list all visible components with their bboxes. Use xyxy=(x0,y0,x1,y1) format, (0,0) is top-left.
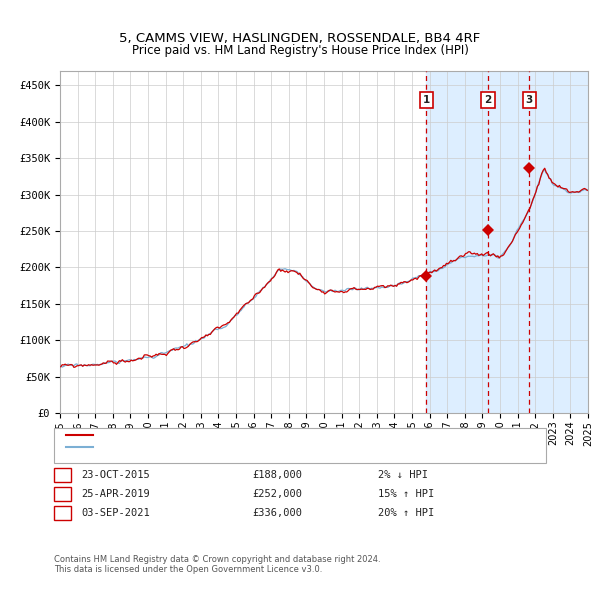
Text: 03-SEP-2021: 03-SEP-2021 xyxy=(81,508,150,517)
Text: HPI: Average price, detached house, Rossendale: HPI: Average price, detached house, Ross… xyxy=(96,442,332,452)
Text: 3: 3 xyxy=(526,95,533,105)
Text: £252,000: £252,000 xyxy=(252,489,302,499)
Text: 20% ↑ HPI: 20% ↑ HPI xyxy=(378,508,434,517)
Text: 3: 3 xyxy=(59,508,66,517)
Bar xyxy=(426,71,588,413)
Text: 1: 1 xyxy=(422,95,430,105)
Text: This data is licensed under the Open Government Licence v3.0.: This data is licensed under the Open Gov… xyxy=(54,565,322,574)
Text: 23-OCT-2015: 23-OCT-2015 xyxy=(81,470,150,480)
Text: 15% ↑ HPI: 15% ↑ HPI xyxy=(378,489,434,499)
Text: 5, CAMMS VIEW, HASLINGDEN, ROSSENDALE, BB4 4RF: 5, CAMMS VIEW, HASLINGDEN, ROSSENDALE, B… xyxy=(119,32,481,45)
Text: Price paid vs. HM Land Registry's House Price Index (HPI): Price paid vs. HM Land Registry's House … xyxy=(131,44,469,57)
Text: 2: 2 xyxy=(484,95,491,105)
Text: 2% ↓ HPI: 2% ↓ HPI xyxy=(378,470,428,480)
Text: 2: 2 xyxy=(59,489,66,499)
Text: 1: 1 xyxy=(59,470,66,480)
Text: Contains HM Land Registry data © Crown copyright and database right 2024.: Contains HM Land Registry data © Crown c… xyxy=(54,555,380,563)
Text: £188,000: £188,000 xyxy=(252,470,302,480)
Text: £336,000: £336,000 xyxy=(252,508,302,517)
Text: 25-APR-2019: 25-APR-2019 xyxy=(81,489,150,499)
Text: 5, CAMMS VIEW, HASLINGDEN, ROSSENDALE, BB4 4RF (detached house): 5, CAMMS VIEW, HASLINGDEN, ROSSENDALE, B… xyxy=(96,430,453,440)
